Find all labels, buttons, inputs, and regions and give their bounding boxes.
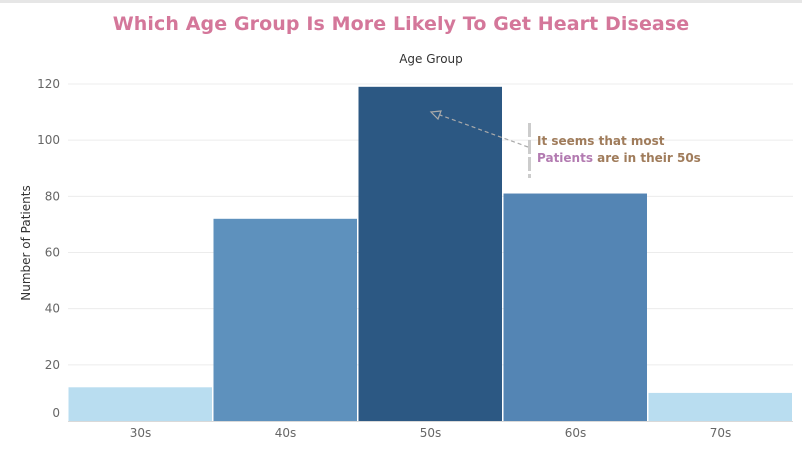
y-tick-label: 0 bbox=[52, 406, 60, 420]
y-tick-label: 120 bbox=[37, 77, 60, 91]
x-tick-label: 70s bbox=[710, 426, 732, 440]
y-tick-labels: 0 20 40 60 80 100 120 bbox=[37, 77, 60, 420]
y-tick-label: 20 bbox=[45, 358, 60, 372]
bar-30s bbox=[68, 387, 212, 421]
x-tick-label: 30s bbox=[130, 426, 152, 440]
y-tick-label: 100 bbox=[37, 133, 60, 147]
x-tick-label: 40s bbox=[275, 426, 297, 440]
y-axis-title: Number of Patients bbox=[19, 185, 33, 300]
y-tick-label: 40 bbox=[45, 302, 60, 316]
y-tick-label: 80 bbox=[45, 189, 60, 203]
annotation-line-2: Patients are in their 50s bbox=[537, 150, 737, 167]
x-tick-label: 50s bbox=[420, 426, 442, 440]
bar-40s bbox=[213, 218, 357, 421]
y-tick-label: 60 bbox=[45, 246, 60, 260]
bar-50s bbox=[358, 86, 502, 421]
bars bbox=[68, 86, 792, 421]
x-tick-labels: 30s 40s 50s 60s 70s bbox=[130, 426, 732, 440]
annotation-arrow-head bbox=[429, 110, 442, 121]
annotation-arrow-line bbox=[439, 114, 529, 148]
chart-title: Which Age Group Is More Likely To Get He… bbox=[112, 13, 690, 35]
top-rule bbox=[0, 0, 802, 3]
annotation-text: It seems that most Patients are in their… bbox=[537, 133, 737, 167]
x-axis-title: Age Group bbox=[399, 52, 463, 66]
annotation-line-1: It seems that most bbox=[537, 134, 665, 148]
bar-70s bbox=[648, 392, 792, 421]
bar-60s bbox=[503, 193, 647, 421]
annotation-line-2-rest: are in their 50s bbox=[597, 151, 701, 165]
x-tick-label: 60s bbox=[565, 426, 587, 440]
annotation-marker bbox=[429, 110, 531, 178]
annotation-highlight: Patients bbox=[537, 151, 593, 165]
